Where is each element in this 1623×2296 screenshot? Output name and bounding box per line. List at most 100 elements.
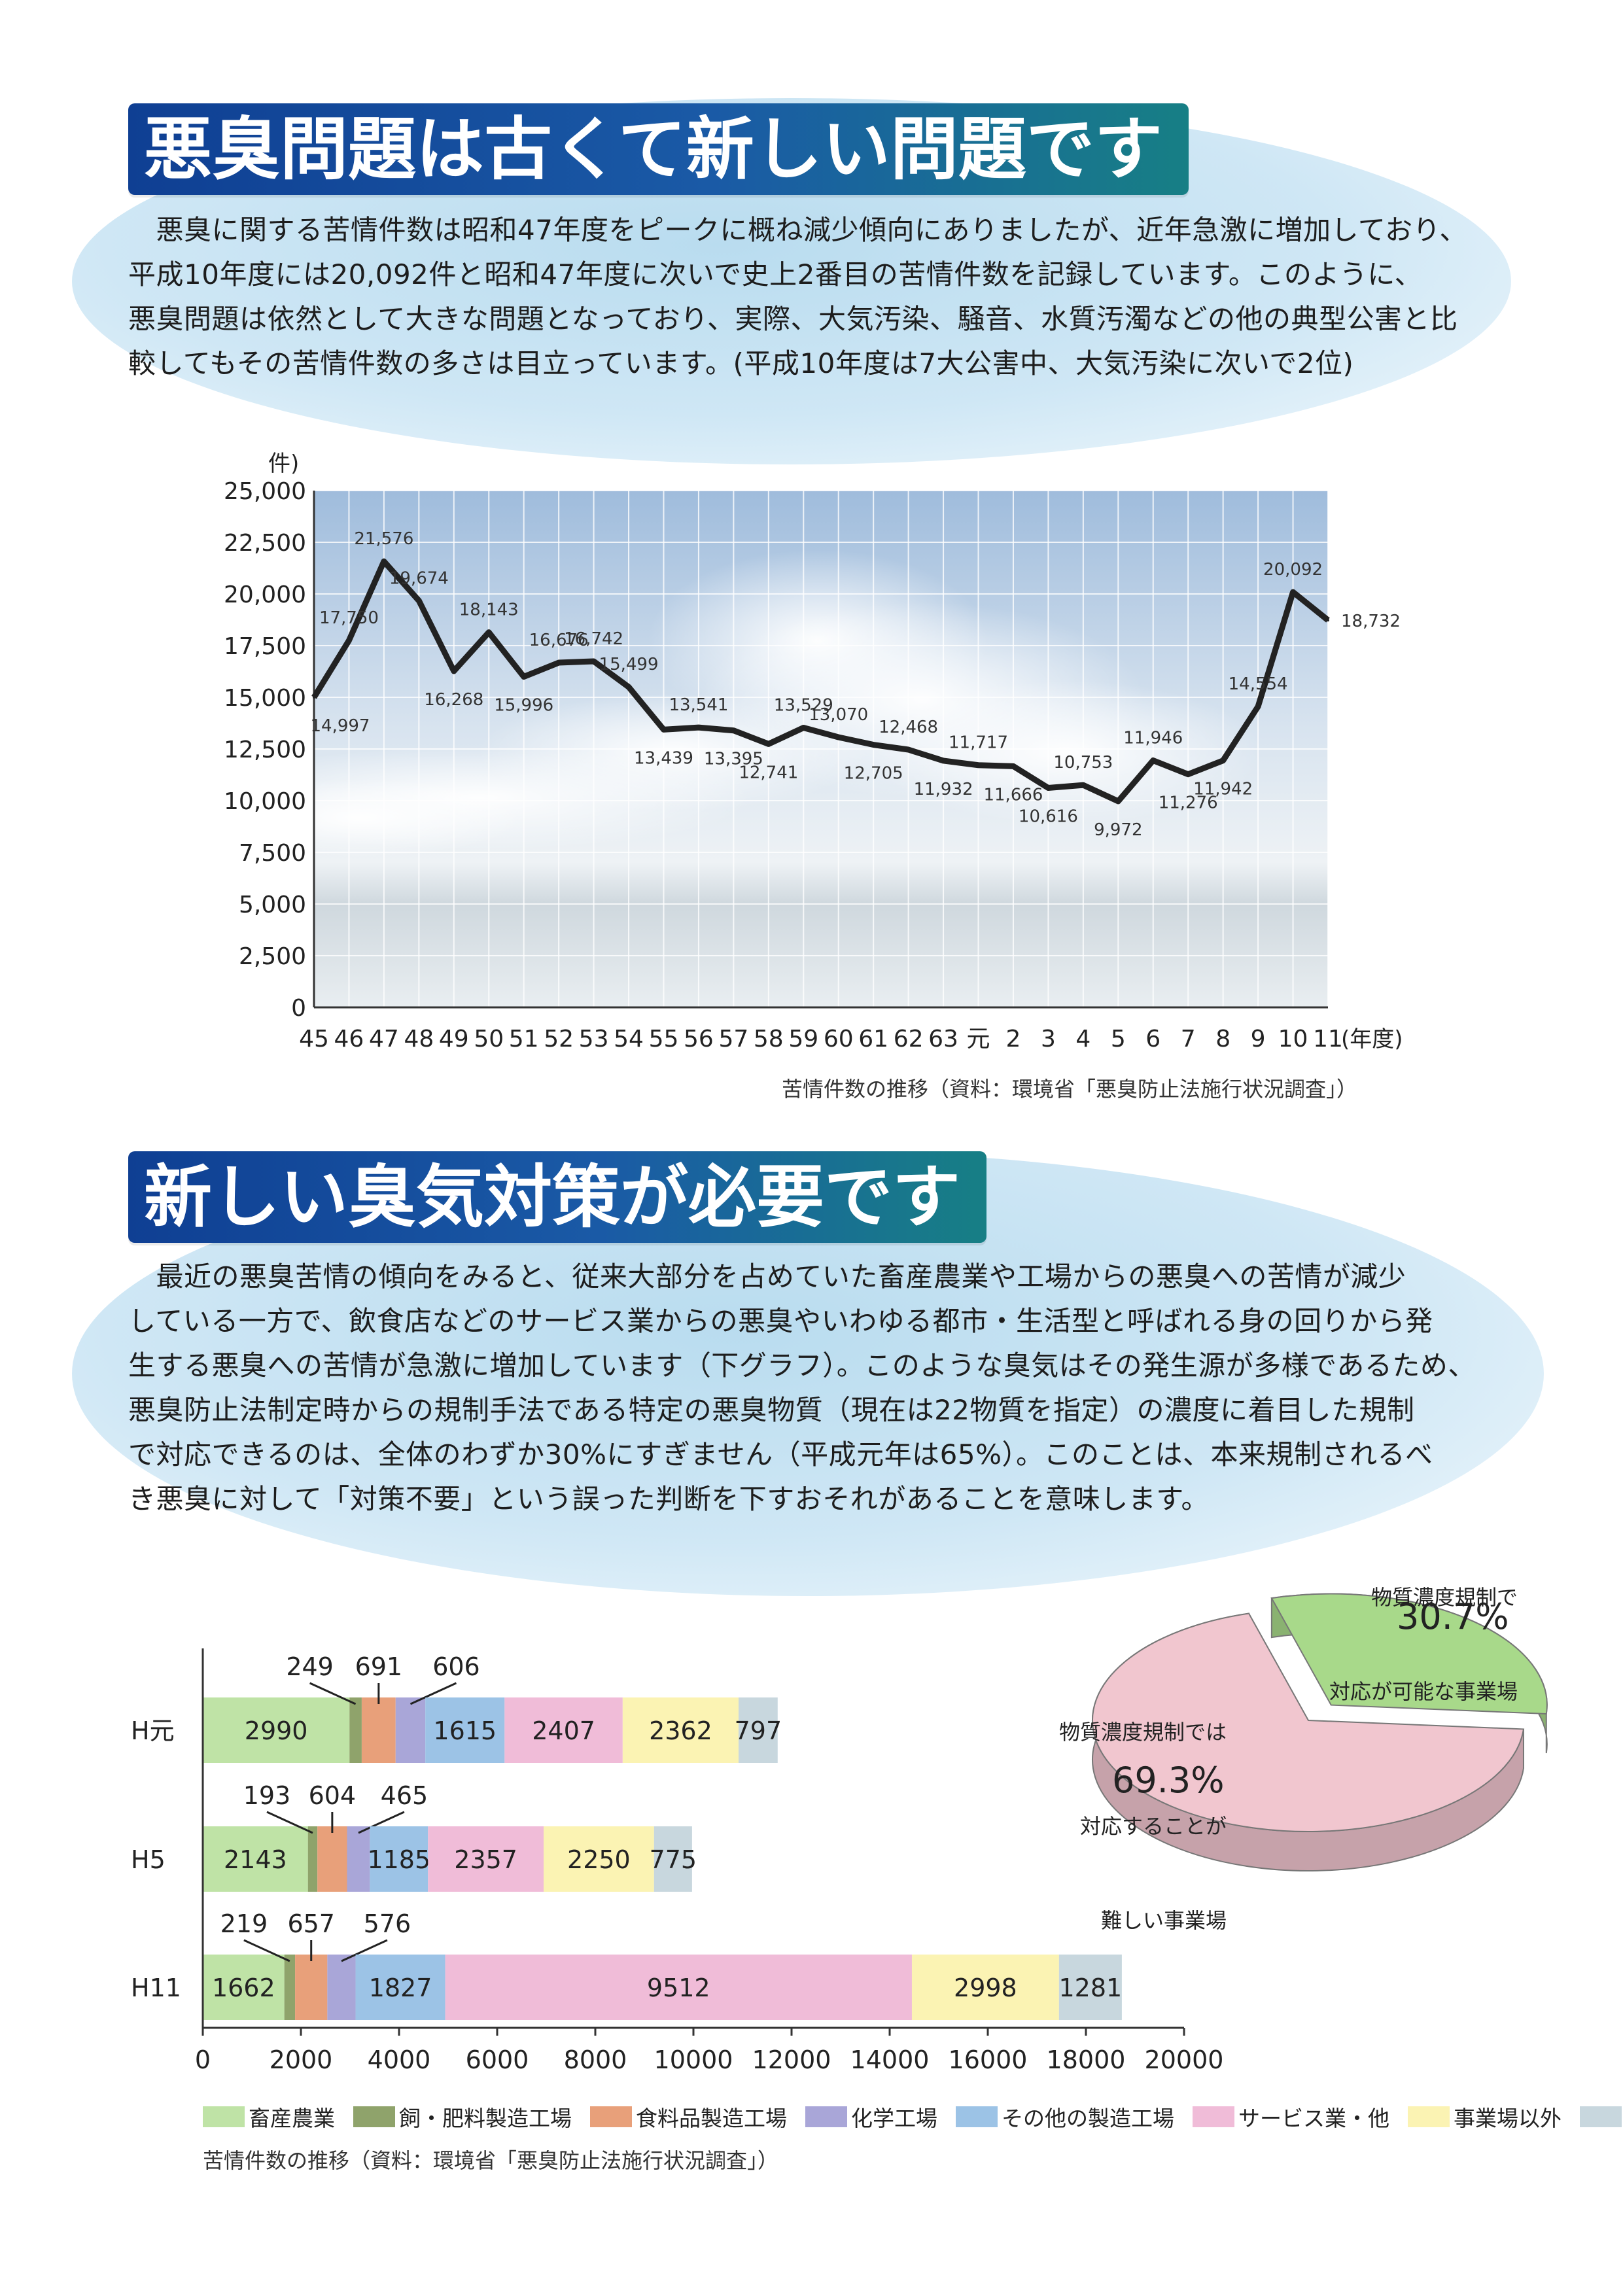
segment-value-label: 1281 xyxy=(1059,1974,1123,2002)
x-tick-label: 10 xyxy=(1278,1026,1308,1052)
leader-line xyxy=(341,1939,388,1962)
segment-value-label: 576 xyxy=(364,1909,411,1938)
data-label: 20,092 xyxy=(1263,560,1323,580)
x-tick-label: 47 xyxy=(369,1026,399,1052)
data-point xyxy=(1187,773,1190,776)
data-label: 13,439 xyxy=(634,748,693,768)
x-tick-label: 5 xyxy=(1111,1026,1126,1052)
segment-value-label: 2362 xyxy=(649,1716,712,1745)
legend-label: 飼・肥料製造工場 xyxy=(399,2106,572,2131)
data-point xyxy=(347,639,351,642)
data-label: 16,742 xyxy=(564,629,623,649)
paragraph-line: で対応できるのは、全体のわずか30%にすぎません（平成元年は65%）。このことは… xyxy=(128,1438,1433,1470)
x-tick-label: 56 xyxy=(684,1026,714,1052)
bar-segment xyxy=(203,1955,285,2020)
x-tick-label: 58 xyxy=(754,1026,784,1052)
x-tick-label: 60 xyxy=(824,1026,854,1052)
bar-segment xyxy=(317,1826,347,1892)
segment-value-label: 606 xyxy=(432,1652,480,1681)
pie-label-possible: 物質濃度規制で 対応が可能な事業場 xyxy=(1243,1519,1518,1739)
data-label: 13,395 xyxy=(704,750,763,769)
x-tick-label: 8000 xyxy=(564,2045,627,2074)
legend-swatch xyxy=(1580,2106,1622,2127)
data-label: 17,750 xyxy=(319,608,379,628)
segment-value-label: 2250 xyxy=(567,1845,631,1874)
legend-label: 畜産農業 xyxy=(249,2106,335,2131)
x-tick-label: 0 xyxy=(195,2045,211,2074)
segment-value-label: 193 xyxy=(243,1781,291,1810)
segment-value-label: 2998 xyxy=(954,1974,1017,2002)
y-tick-label: 10,000 xyxy=(224,788,306,815)
bar-segment xyxy=(295,1955,328,2020)
x-tick-label: 55 xyxy=(649,1026,679,1052)
bar-chart-legend: 畜産農業 飼・肥料製造工場 食料品製造工場 化学工場 その他の製造工場 サービス業・他 事業… xyxy=(203,2101,1623,2132)
bar-segment xyxy=(347,1826,370,1892)
bar-segment xyxy=(203,1826,308,1892)
data-label: 15,499 xyxy=(599,655,659,674)
x-tick-label: 20000 xyxy=(1145,2045,1224,2074)
pie-label-difficult: 物質濃度規制では 対応することが 難しい事業場 xyxy=(968,1654,1227,1968)
bar-segment xyxy=(355,1955,445,2020)
legend-item: 化学工場 xyxy=(805,2101,937,2132)
y-axis-label: 件) xyxy=(268,451,299,477)
data-label: 16,268 xyxy=(424,690,483,710)
x-tick-label: 14000 xyxy=(850,2045,930,2074)
data-point xyxy=(487,631,491,634)
x-tick-label: 11 xyxy=(1313,1026,1343,1052)
data-point xyxy=(452,669,455,672)
data-label: 13,541 xyxy=(669,695,728,715)
legend-item: 事業場以外 xyxy=(1408,2101,1562,2132)
legend-label: 化学工場 xyxy=(851,2106,937,2131)
bar-segment xyxy=(504,1697,623,1763)
bar-segment xyxy=(428,1826,544,1892)
legend-item: 飼・肥料製造工場 xyxy=(353,2101,572,2132)
data-label: 11,666 xyxy=(983,785,1043,805)
y-tick-label: 12,500 xyxy=(224,737,306,763)
leader-line xyxy=(410,1682,457,1705)
data-label: 11,942 xyxy=(1193,780,1253,799)
regulation-pie-chart xyxy=(1092,1593,1548,1871)
data-point xyxy=(1221,759,1225,762)
data-point xyxy=(767,742,770,746)
data-point xyxy=(382,560,385,563)
legend-label: 食料品製造工場 xyxy=(636,2106,787,2131)
x-tick-label: 45 xyxy=(299,1026,329,1052)
segment-value-label: 2143 xyxy=(224,1845,287,1874)
x-tick-label: 61 xyxy=(858,1026,888,1052)
legend-swatch xyxy=(590,2106,632,2127)
y-tick-label: 15,000 xyxy=(224,685,306,712)
x-tick-label: 51 xyxy=(509,1026,539,1052)
bar-segment xyxy=(395,1697,426,1763)
y-tick-label: 7,500 xyxy=(239,840,306,867)
legend-item: 畜産農業 xyxy=(203,2101,335,2132)
x-tick-label: 4 xyxy=(1075,1026,1091,1052)
data-point xyxy=(522,675,525,678)
bar-chart-caption: 苦情件数の推移（資料：環境省「悪臭防止法施行状況調査」） xyxy=(203,2148,779,2173)
bar-segment xyxy=(361,1697,396,1763)
legend-swatch xyxy=(353,2106,395,2127)
pie-pct-possible: 30.7% xyxy=(1397,1596,1509,1637)
legend-swatch xyxy=(203,2106,245,2127)
x-tick-label: 12000 xyxy=(752,2045,831,2074)
section1-heading: 悪臭問題は古くて新しい問題です xyxy=(128,103,1189,195)
data-label: 12,468 xyxy=(879,718,938,737)
x-tick-label: 9 xyxy=(1251,1026,1266,1052)
line-chart-caption: 苦情件数の推移（資料：環境省「悪臭防止法施行状況調査」） xyxy=(782,1077,1358,1102)
legend-label: 事業場以外 xyxy=(1454,2106,1562,2131)
x-tick-label: 54 xyxy=(614,1026,644,1052)
segment-value-label: 604 xyxy=(309,1781,357,1810)
x-tick-label: 元 xyxy=(967,1026,990,1052)
data-label: 9,972 xyxy=(1094,820,1142,840)
data-label: 14,997 xyxy=(311,716,370,736)
x-tick-label: 52 xyxy=(544,1026,574,1052)
section2-heading: 新しい臭気対策が必要です xyxy=(128,1151,987,1243)
data-label: 11,946 xyxy=(1123,729,1183,748)
legend-swatch xyxy=(1408,2106,1450,2127)
bar-segment xyxy=(327,1955,356,2020)
legend-label: その他の製造工場 xyxy=(1002,2106,1174,2131)
bar-segment xyxy=(284,1955,296,2020)
data-label: 11,932 xyxy=(914,780,973,799)
paragraph-line: 生する悪臭への苦情が急激に増加しています（下グラフ）。このような臭気はその発生源… xyxy=(128,1349,1476,1382)
pie-label-line: 対応することが xyxy=(1079,1814,1227,1839)
bar-segment xyxy=(349,1697,362,1763)
